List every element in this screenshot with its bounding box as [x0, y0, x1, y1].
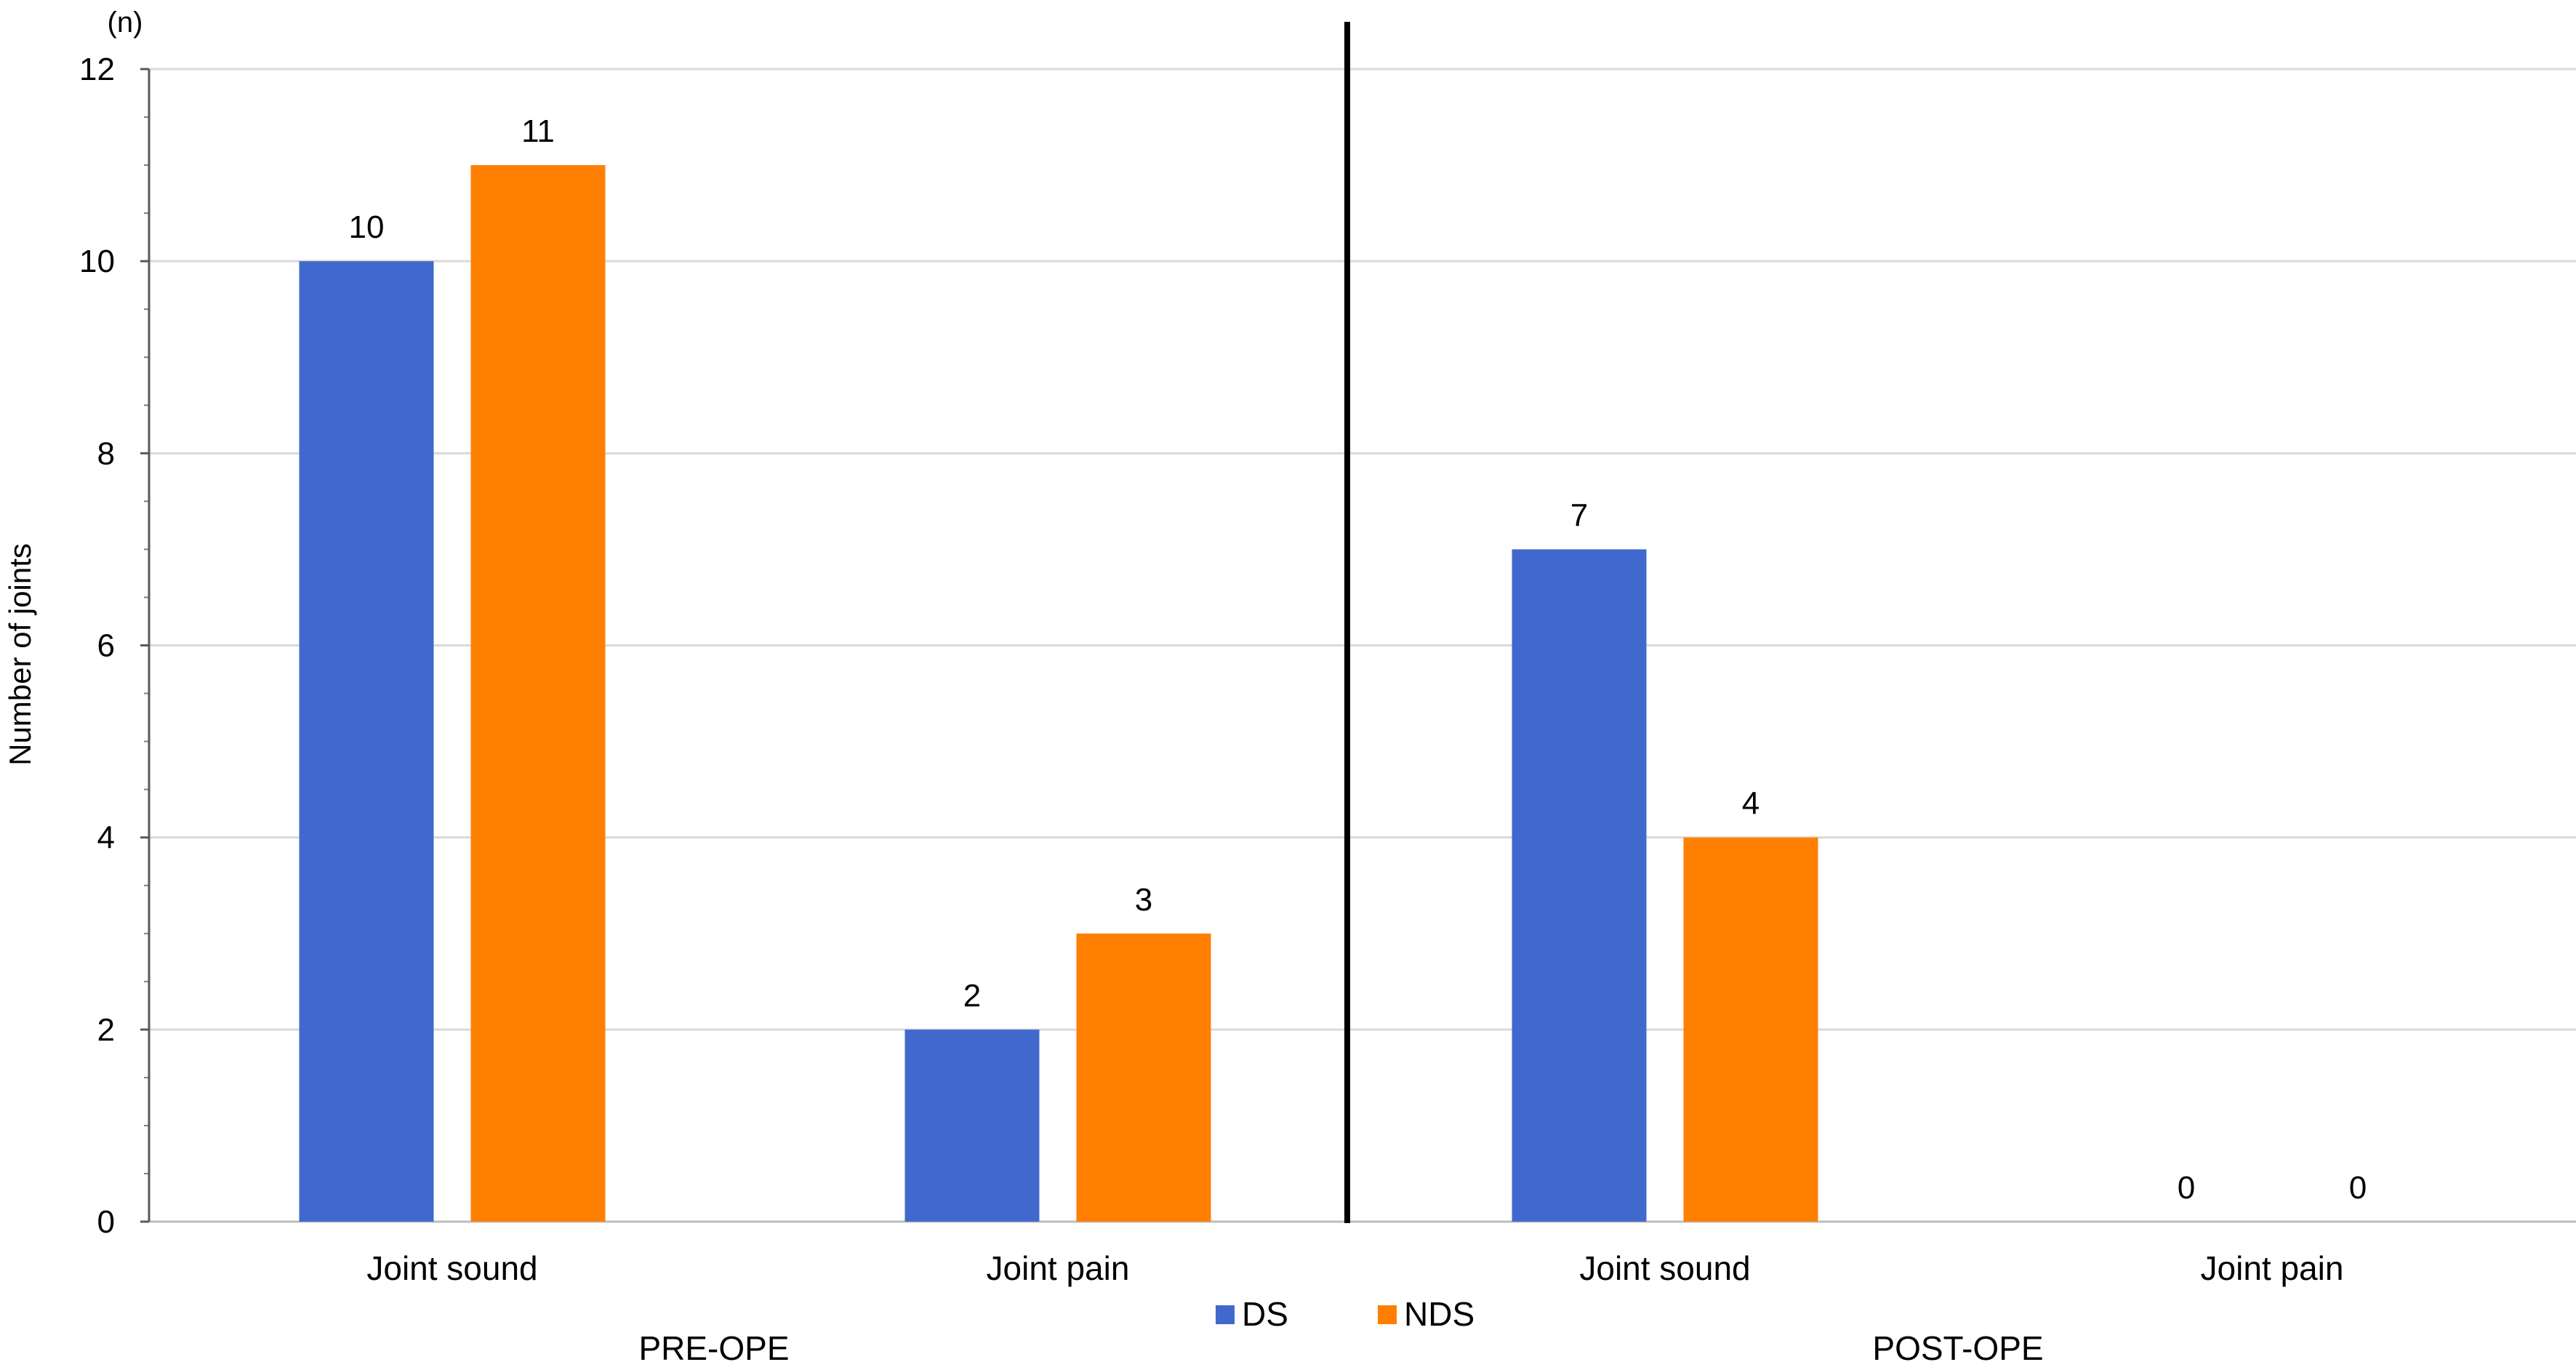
y-tick-label: 10 — [79, 244, 115, 279]
bar-ds — [1512, 549, 1647, 1222]
x-axis-labels: Joint sound Joint pain Joint sound Joint pa… — [366, 1249, 2344, 1367]
data-label: 3 — [1135, 882, 1152, 918]
data-label: 0 — [2349, 1170, 2367, 1206]
bar-ds — [299, 261, 434, 1222]
data-label: 10 — [349, 209, 385, 245]
data-label: 11 — [521, 113, 555, 149]
bars — [299, 165, 1818, 1222]
y-axis: 0 2 4 6 8 10 12 — [79, 52, 151, 1240]
legend-label-ds: DS — [1242, 1295, 1288, 1333]
data-label: 0 — [2178, 1170, 2195, 1206]
y-axis-unit-label: (n) — [108, 7, 143, 39]
data-label: 7 — [1570, 497, 1588, 533]
bar-ds — [904, 1029, 1040, 1222]
legend-swatch-ds — [1216, 1305, 1235, 1324]
y-axis-title: Number of joints — [3, 543, 37, 766]
legend: DS NDS — [1216, 1295, 1474, 1333]
category-label: Joint pain — [987, 1249, 1130, 1287]
bar-nds — [1683, 837, 1818, 1222]
legend-label-nds: NDS — [1404, 1295, 1474, 1333]
legend-swatch-nds — [1378, 1305, 1397, 1324]
data-label: 4 — [1742, 786, 1760, 822]
bar-nds — [470, 165, 606, 1222]
data-labels: 10 2 7 0 11 3 4 0 — [349, 113, 2367, 1206]
category-label: Joint sound — [1579, 1249, 1750, 1287]
y-tick-label: 12 — [79, 52, 115, 87]
data-label: 2 — [963, 978, 981, 1014]
y-tick-label: 2 — [97, 1012, 115, 1048]
group-label: POST-OPE — [1872, 1329, 2043, 1366]
y-tick-label: 4 — [97, 820, 115, 856]
y-tick-label: 0 — [97, 1204, 115, 1240]
y-tick-label: 6 — [97, 628, 115, 664]
bar-nds — [1076, 933, 1211, 1222]
group-label: PRE-OPE — [638, 1329, 789, 1366]
y-tick-label: 8 — [97, 436, 115, 471]
category-label: Joint pain — [2201, 1249, 2344, 1287]
category-label: Joint sound — [366, 1249, 537, 1287]
